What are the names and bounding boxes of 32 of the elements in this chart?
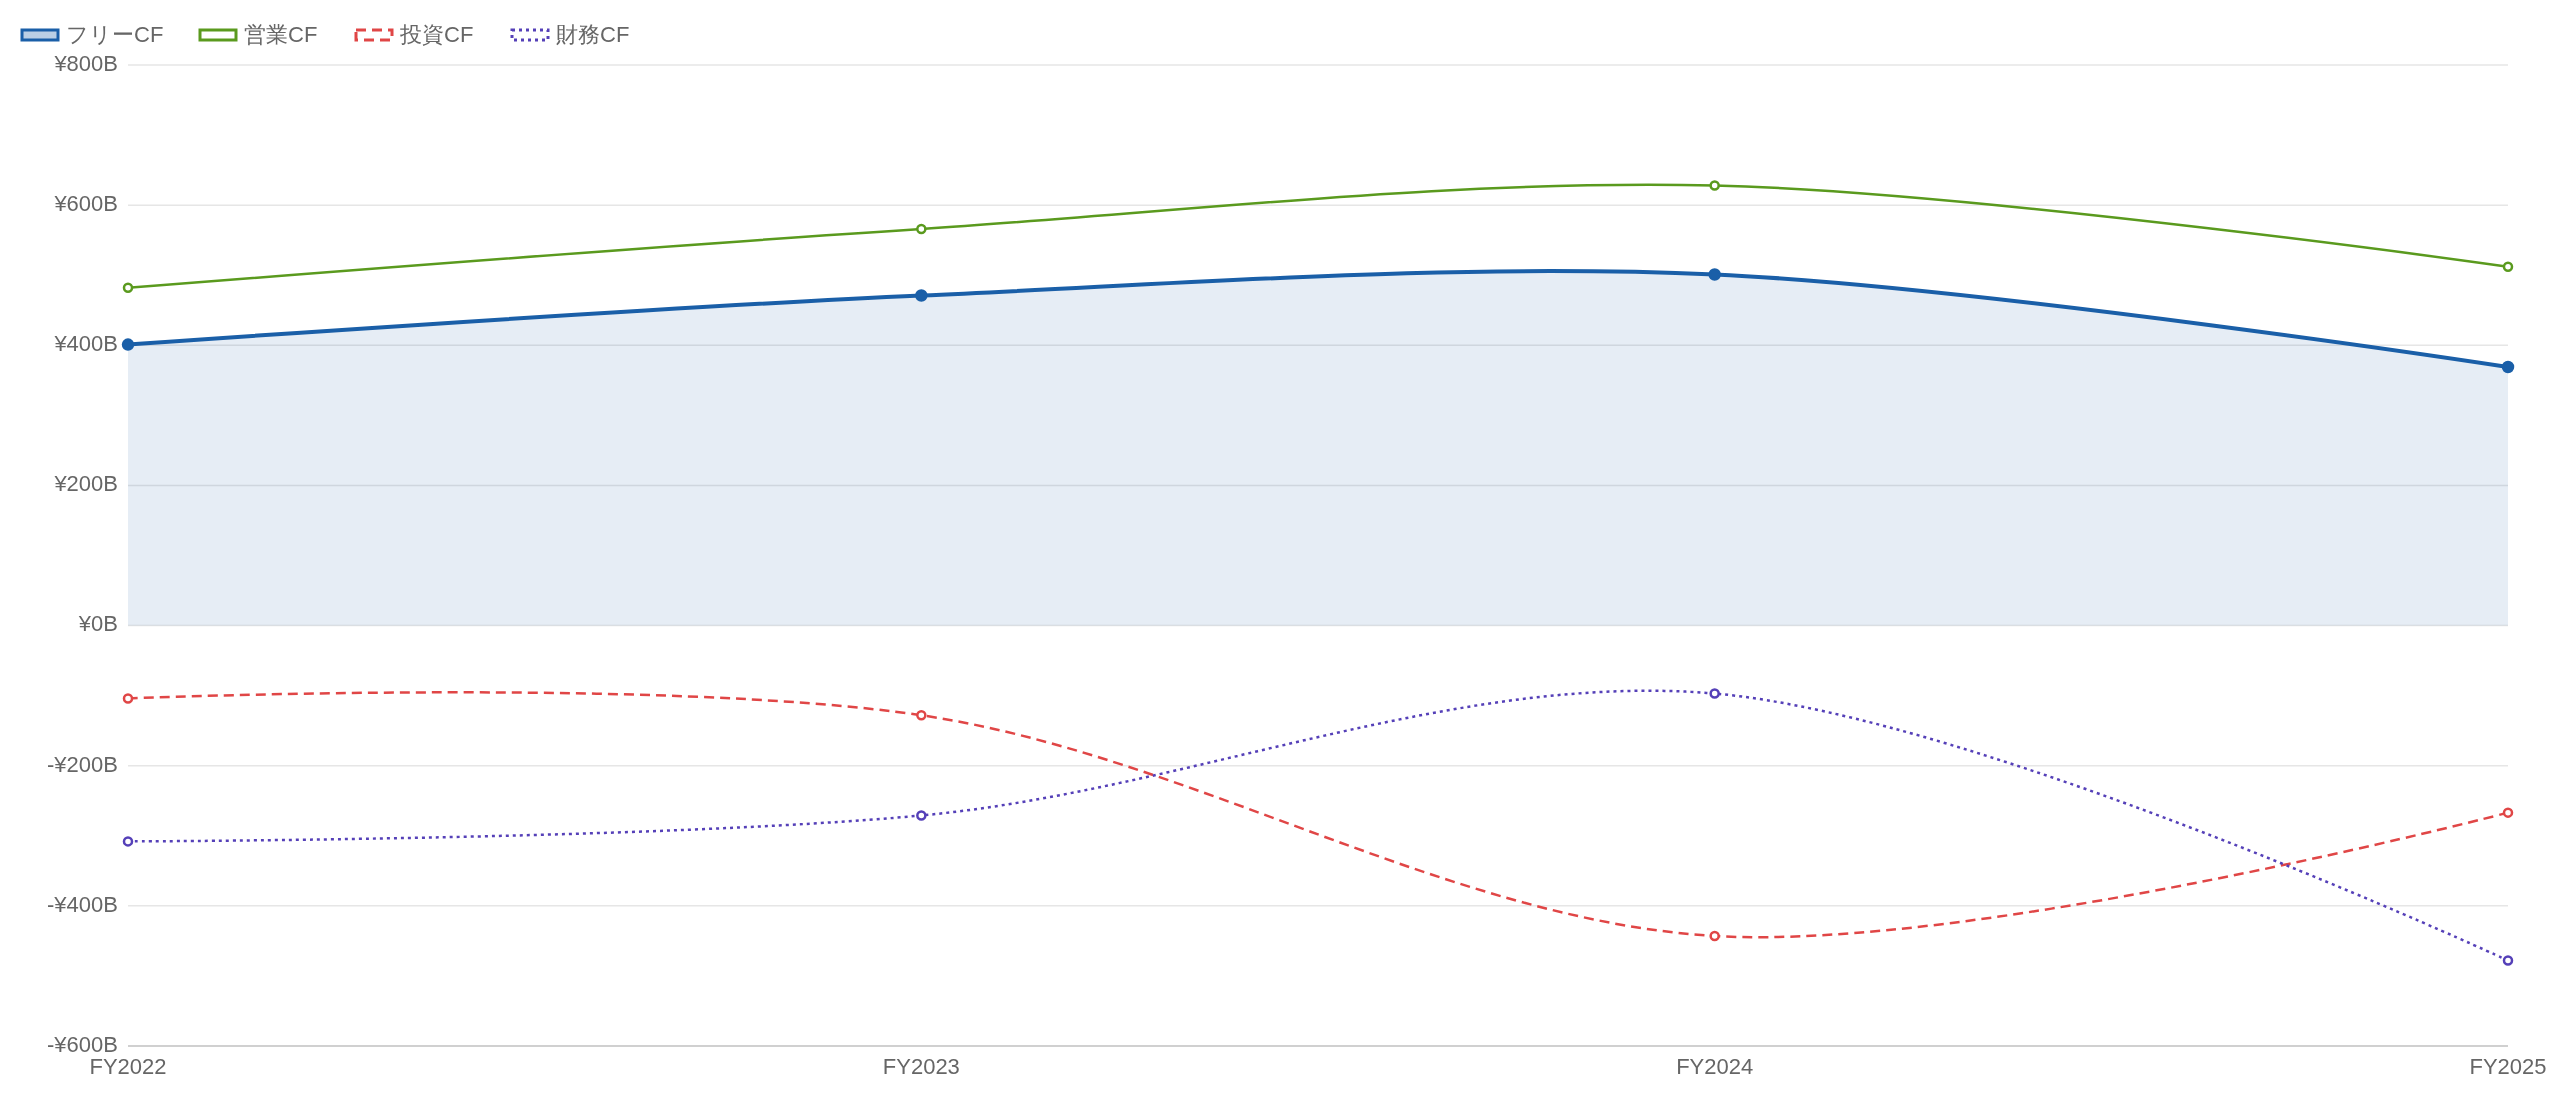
- point: [1709, 930, 1720, 942]
- point: [1709, 688, 1720, 699]
- point: [122, 282, 134, 294]
- x-tick-label: FY2025: [2469, 1054, 2547, 1079]
- point: [916, 223, 927, 235]
- point: [121, 338, 135, 351]
- point: [2502, 955, 2514, 966]
- y-tick-label: ¥0B: [77, 611, 118, 637]
- point: [2502, 261, 2514, 273]
- x-tick-label: FY2023: [882, 1054, 960, 1079]
- point: [1708, 268, 1721, 281]
- point: [916, 810, 927, 821]
- y-tick-label: -¥600B: [47, 1031, 118, 1057]
- legend-label: フリーCF: [66, 21, 164, 47]
- y-tick-label: -¥400B: [47, 891, 118, 917]
- point: [916, 710, 927, 721]
- y-tick-label: ¥400B: [53, 331, 118, 357]
- point: [122, 836, 134, 847]
- legend-label: 営業CF: [244, 21, 318, 47]
- y-tick-label: ¥800B: [53, 50, 118, 76]
- y-tick-label: ¥200B: [53, 471, 118, 497]
- legend-label: 財務CF: [556, 21, 630, 47]
- point: [1709, 180, 1720, 191]
- y-tick-label: ¥600B: [53, 190, 118, 216]
- x-tick-label: FY2022: [89, 1054, 167, 1079]
- x-tick-label: FY2024: [1676, 1054, 1754, 1079]
- point: [122, 693, 134, 704]
- point: [915, 289, 928, 302]
- legend-label: 投資CF: [399, 21, 474, 47]
- y-tick-label: -¥200B: [47, 751, 118, 777]
- point: [2501, 360, 2515, 374]
- point: [2502, 807, 2514, 818]
